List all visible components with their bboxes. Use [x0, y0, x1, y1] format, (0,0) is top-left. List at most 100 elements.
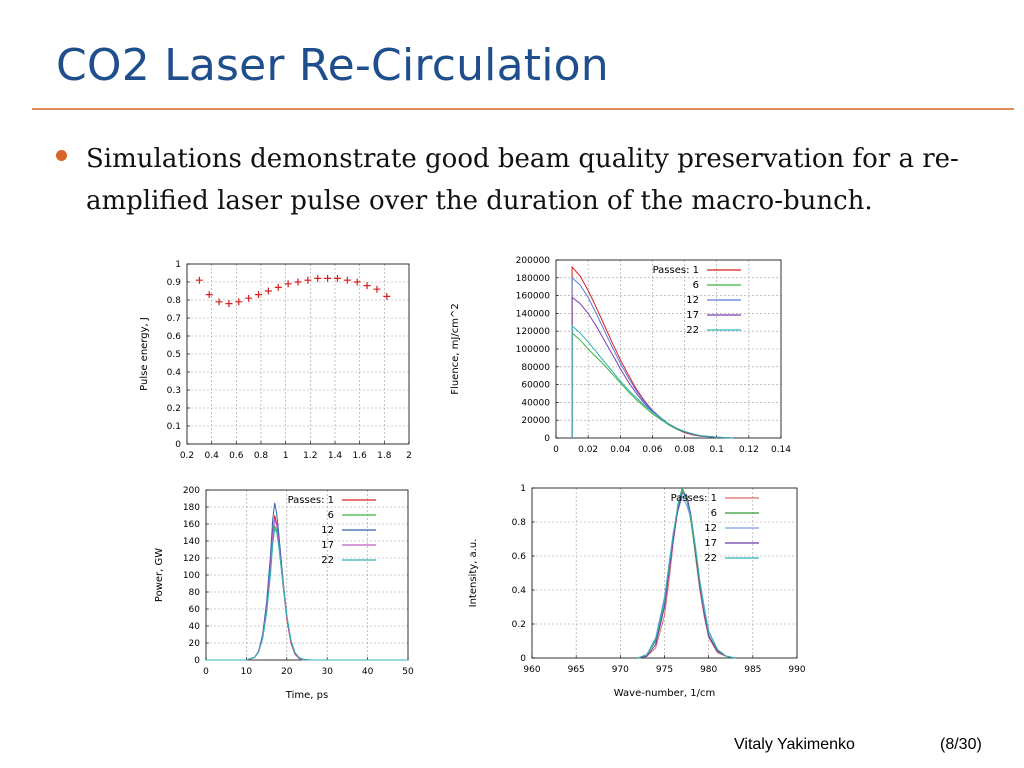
series-line-22 [571, 324, 733, 439]
y-tick-label: 1 [520, 484, 526, 494]
legend-entry-label: 6 [693, 280, 699, 291]
y-tick-label: 0.6 [512, 552, 527, 562]
data-point-13 [324, 274, 332, 282]
x-axis-label: Wave-number, 1/cm [614, 688, 715, 699]
x-tick-label: 965 [568, 665, 585, 675]
x-tick-label: 970 [612, 665, 629, 675]
x-tick-label: 10 [241, 667, 253, 677]
y-tick-label: 0.7 [167, 314, 181, 324]
data-point-10 [294, 278, 302, 286]
x-tick-label: 985 [744, 665, 761, 675]
series-line-12 [206, 502, 408, 661]
legend-entry-label: 17 [686, 310, 699, 321]
footer-author: Vitaly Yakimenko [734, 736, 855, 753]
chart-3-svg: 960 965 970 975 980 985 990 0 0.2 0.4 0.6 0.8 1 Inten… [468, 484, 806, 699]
y-tick-label: 0.8 [167, 296, 182, 306]
y-tick-label: 0 [544, 434, 550, 444]
y-tick-label: 0.1 [167, 422, 181, 432]
y-tick-label: 80000 [521, 363, 550, 373]
legend-entry-label: 12 [321, 525, 334, 536]
legend-entry-label: 17 [321, 540, 334, 551]
y-axis-label: Intensity, a.u. [468, 539, 479, 608]
legend-entry-label: 6 [711, 508, 717, 519]
y-tick-label: 100000 [516, 345, 551, 355]
chart-legend: Passes: 1 6 12 17 22 [671, 493, 759, 564]
y-tick-label: 0 [520, 654, 526, 664]
legend-entry-label: 22 [686, 325, 699, 336]
data-point-12 [314, 274, 322, 282]
series-line-1 [206, 515, 408, 661]
y-tick-label: 60000 [521, 381, 550, 391]
data-point-17 [363, 282, 371, 290]
y-tick-label: 0 [175, 440, 181, 450]
y-tick-label: 0.4 [512, 586, 527, 596]
y-tick-label: 180000 [516, 274, 551, 284]
y-tick-label: 0.2 [167, 404, 181, 414]
legend-entry-label: 22 [321, 555, 334, 566]
legend-entry-label: Passes: 1 [653, 265, 699, 276]
data-point-18 [373, 285, 381, 293]
chart-0-svg: 0.2 0.4 0.6 0.8 1 1.2 1.4 1.6 1.8 2 0 0.1 0.2 0.3 0.4 0… [139, 260, 412, 461]
intensity-spectrum-chart: 960 965 970 975 980 985 990 0 0.2 0.4 0.6 0.8 1 Inten… [464, 480, 814, 702]
y-tick-label: 200000 [516, 256, 551, 266]
y-tick-label: 40000 [521, 398, 550, 408]
data-point-7 [264, 287, 272, 295]
x-tick-label: 0.02 [578, 445, 598, 455]
data-point-15 [343, 276, 351, 284]
x-axis-label: Time, ps [285, 690, 328, 701]
x-tick-label: 40 [362, 667, 374, 677]
x-tick-label: 990 [788, 665, 805, 675]
y-axis-label: Power, GW [154, 548, 165, 602]
chart-1-svg: 0 0.02 0.04 0.06 0.08 0.1 0.12 0.14 0 20000 40000 6… [450, 256, 791, 455]
x-tick-label: 0.06 [642, 445, 662, 455]
x-tick-label: 0.6 [229, 451, 244, 461]
x-tick-label: 1 [283, 451, 289, 461]
x-tick-label: 30 [321, 667, 333, 677]
x-tick-label: 0 [553, 445, 559, 455]
y-tick-label: 0 [194, 656, 200, 666]
x-tick-label: 980 [700, 665, 717, 675]
y-tick-label: 0.2 [512, 620, 526, 630]
y-tick-label: 140000 [516, 309, 551, 319]
series-line-17 [637, 492, 736, 659]
x-tick-label: 0.14 [771, 445, 791, 455]
data-point-1 [205, 291, 213, 299]
data-point-9 [284, 280, 292, 288]
power-chart: 0 10 20 30 40 50 0 20 40 60 80 100 120 140 160 180 200 Po… [150, 482, 420, 704]
y-tick-label: 0.9 [167, 278, 182, 288]
data-point-4 [235, 298, 243, 306]
series-line-1 [637, 490, 736, 659]
chart-legend: Passes: 1 6 12 17 22 [653, 265, 741, 336]
y-tick-label: 1 [175, 260, 181, 270]
series-line-22 [637, 488, 736, 659]
data-point-16 [353, 278, 361, 286]
legend-entry-label: 6 [328, 510, 334, 521]
x-tick-label: 975 [656, 665, 673, 675]
x-tick-label: 0.08 [675, 445, 695, 455]
title-divider [32, 108, 1014, 110]
data-point-0 [195, 276, 203, 284]
data-point-5 [245, 294, 253, 302]
series-line-6 [206, 525, 408, 661]
y-tick-label: 20000 [521, 416, 550, 426]
x-tick-label: 1.4 [328, 451, 343, 461]
y-axis-label: Fluence, mJ/cm^2 [450, 303, 461, 394]
y-tick-label: 0.6 [167, 332, 182, 342]
legend-entry-label: Passes: 1 [288, 495, 334, 506]
data-point-11 [304, 276, 312, 284]
x-tick-label: 0.04 [610, 445, 630, 455]
y-tick-label: 180 [183, 503, 200, 513]
data-point-8 [274, 283, 282, 291]
y-tick-label: 160000 [516, 292, 551, 302]
y-tick-label: 80 [189, 588, 201, 598]
x-tick-label: 0.12 [739, 445, 759, 455]
y-tick-label: 0.3 [167, 386, 181, 396]
series-line-17 [206, 518, 408, 661]
y-axis-label: Pulse energy, J [139, 317, 150, 391]
series-line-12 [637, 495, 736, 659]
data-point-14 [333, 274, 341, 282]
x-tick-label: 2 [406, 451, 412, 461]
data-point-2 [215, 298, 223, 306]
data-point-19 [383, 292, 391, 300]
data-point-6 [255, 291, 263, 299]
